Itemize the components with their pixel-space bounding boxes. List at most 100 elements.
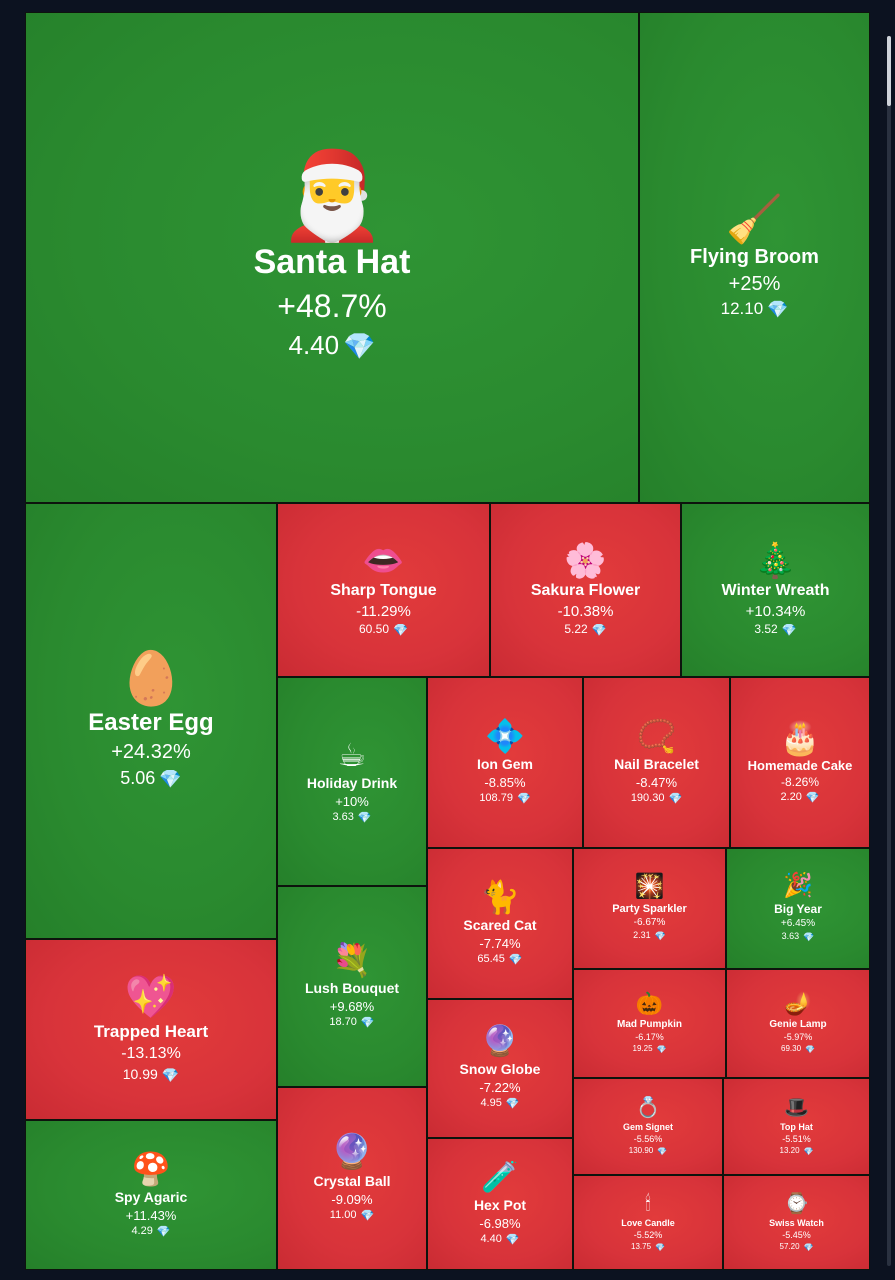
diamond-icon: 💎 (803, 1242, 814, 1252)
tile-name: Party Sparkler (612, 903, 687, 915)
tile-sakura-flower[interactable]: 🌸 Sakura Flower -10.38% 5.22 💎 (490, 503, 681, 677)
tile-hex-pot[interactable]: 🧪 Hex Pot -6.98% 4.40 💎 (427, 1138, 573, 1270)
tile-genie-lamp[interactable]: 🪔 Genie Lamp -5.97% 69.30 💎 (726, 969, 870, 1078)
tile-party-sparkler[interactable]: 🎇 Party Sparkler -6.67% 2.31 💎 (573, 848, 726, 969)
tile-price: 4.40 💎 (480, 1233, 519, 1246)
ion-gem-icon: 💠 (485, 718, 525, 754)
tile-name: Mad Pumpkin (616, 1019, 682, 1030)
tile-ion-gem[interactable]: 💠 Ion Gem -8.85% 108.79 💎 (427, 677, 583, 848)
price-value: 69.30 (781, 1044, 802, 1053)
tile-price: 57.20 💎 (780, 1242, 814, 1252)
watch-icon: ⌚ (784, 1192, 809, 1215)
tile-change: -13.13% (121, 1044, 181, 1062)
bouquet-icon: 💐 (332, 942, 372, 978)
tile-name: Love Candle (621, 1217, 675, 1228)
tile-change: -5.45% (782, 1229, 811, 1240)
price-value: 13.20 (779, 1145, 800, 1155)
tile-change: +10.34% (745, 602, 806, 620)
tile-name: Sharp Tongue (330, 581, 437, 599)
tile-nail-bracelet[interactable]: 📿 Nail Bracelet -8.47% 190.30 💎 (583, 677, 730, 848)
tile-swiss-watch[interactable]: ⌚ Swiss Watch -5.45% 57.20 💎 (723, 1175, 870, 1270)
tile-snow-globe[interactable]: 🔮 Snow Globe -7.22% 4.95 💎 (427, 999, 573, 1138)
tile-spy-agaric[interactable]: 🍄 Spy Agaric +11.43% 4.29 💎 (25, 1120, 277, 1270)
diamond-icon: 💎 (516, 793, 531, 805)
tile-price: 190.30 💎 (631, 792, 682, 805)
tile-big-year[interactable]: 🎉 Big Year +6.45% 3.63 💎 (726, 848, 870, 969)
price-value: 60.50 (359, 621, 390, 636)
tile-name: Big Year (774, 902, 822, 916)
scrollbar[interactable] (887, 36, 891, 1266)
diamond-icon: 💎 (343, 331, 376, 361)
diamond-icon: 💎 (805, 1045, 815, 1054)
price-value: 65.45 (477, 953, 505, 965)
tile-price: 13.75 💎 (631, 1242, 665, 1252)
easter-egg-icon: 🥚 (118, 649, 184, 708)
tile-name: Top Hat (780, 1121, 813, 1132)
diamond-icon: 💎 (508, 954, 523, 966)
price-value: 4.29 (131, 1224, 153, 1237)
heart-icon: 💖 (124, 972, 178, 1020)
tile-name: Lush Bouquet (304, 980, 400, 996)
tile-change: +25% (728, 272, 781, 295)
tile-change: +6.45% (780, 918, 816, 929)
tile-trapped-heart[interactable]: 💖 Trapped Heart -13.13% 10.99 💎 (25, 939, 277, 1120)
tile-price: 130.90 💎 (629, 1146, 667, 1156)
holiday-drink-icon: ☕ (337, 737, 367, 773)
tile-change: -8.26% (780, 774, 820, 789)
tile-name: Santa Hat (253, 243, 411, 281)
tile-scared-cat[interactable]: 🐈 Scared Cat -7.74% 65.45 💎 (427, 848, 573, 999)
tile-flying-broom[interactable]: 🧹 Flying Broom +25% 12.10 💎 (639, 12, 870, 503)
tile-sharp-tongue[interactable]: 👄 Sharp Tongue -11.29% 60.50 💎 (277, 503, 490, 677)
scrollbar-thumb[interactable] (887, 36, 891, 106)
tile-change: -5.56% (633, 1133, 663, 1144)
tile-name: Scared Cat (463, 917, 537, 933)
tile-gem-signet[interactable]: 💍 Gem Signet -5.56% 130.90 💎 (573, 1078, 723, 1175)
tile-price: 18.70 💎 (329, 1016, 374, 1029)
tile-price: 12.10 💎 (721, 299, 789, 320)
tile-name: Swiss Watch (769, 1217, 824, 1228)
tile-name: Nail Bracelet (614, 756, 699, 772)
tile-price: 69.30 💎 (781, 1044, 815, 1054)
tile-winter-wreath[interactable]: 🎄 Winter Wreath +10.34% 3.52 💎 (681, 503, 870, 677)
tile-mad-pumpkin[interactable]: 🎃 Mad Pumpkin -6.17% 19.25 💎 (573, 969, 726, 1078)
price-value: 11.00 (329, 1209, 357, 1221)
bracelet-icon: 📿 (636, 718, 677, 754)
price-value: 190.30 (630, 792, 665, 804)
price-value: 3.63 (332, 811, 354, 823)
cherry-blossom-icon: 🌸 (564, 541, 607, 580)
cake-icon: 🎂 (780, 719, 820, 756)
tile-homemade-cake[interactable]: 🎂 Homemade Cake -8.26% 2.20 💎 (730, 677, 870, 848)
tile-name: Homemade Cake (747, 757, 853, 773)
top-hat-icon: 🎩 (784, 1096, 809, 1119)
tile-lush-bouquet[interactable]: 💐 Lush Bouquet +9.68% 18.70 💎 (277, 886, 427, 1087)
tile-holiday-drink[interactable]: ☕ Holiday Drink +10% 3.63 💎 (277, 677, 427, 886)
price-value: 13.75 (631, 1241, 652, 1251)
tile-name: Genie Lamp (769, 1019, 827, 1030)
price-value: 108.79 (479, 792, 513, 804)
sparkler-icon: 🎇 (634, 873, 665, 900)
tile-love-candle[interactable]: 🕯 Love Candle -5.52% 13.75 💎 (573, 1175, 723, 1270)
tile-name: Snow Globe (459, 1061, 541, 1077)
tile-name: Sakura Flower (530, 581, 641, 599)
tile-crystal-ball[interactable]: 🔮 Crystal Ball -9.09% 11.00 💎 (277, 1087, 427, 1270)
broom-icon: 🧹 (725, 192, 784, 245)
price-value: 18.70 (329, 1016, 357, 1028)
tile-name: Easter Egg (88, 708, 214, 736)
tile-price: 108.79 💎 (479, 792, 530, 805)
diamond-icon: 💎 (505, 1233, 520, 1246)
tile-price: 5.22 💎 (564, 622, 606, 637)
price-value: 4.40 (288, 330, 340, 360)
tile-price: 4.40 💎 (289, 330, 376, 362)
tile-change: -11.29% (356, 602, 411, 620)
tile-change: -10.38% (557, 602, 614, 620)
price-value: 10.99 (122, 1065, 158, 1082)
diamond-icon: 💎 (357, 812, 372, 824)
price-value: 4.40 (480, 1232, 502, 1245)
tile-santa-hat[interactable]: 🎅 Santa Hat +48.7% 4.40 💎 (25, 12, 639, 503)
tile-top-hat[interactable]: 🎩 Top Hat -5.51% 13.20 💎 (723, 1078, 870, 1175)
ring-icon: 💍 (635, 1096, 661, 1119)
tile-easter-egg[interactable]: 🥚 Easter Egg +24.32% 5.06 💎 (25, 503, 277, 939)
tile-name: Trapped Heart (93, 1021, 209, 1041)
tile-price: 3.52 💎 (754, 622, 796, 637)
tile-name: Flying Broom (690, 245, 819, 268)
